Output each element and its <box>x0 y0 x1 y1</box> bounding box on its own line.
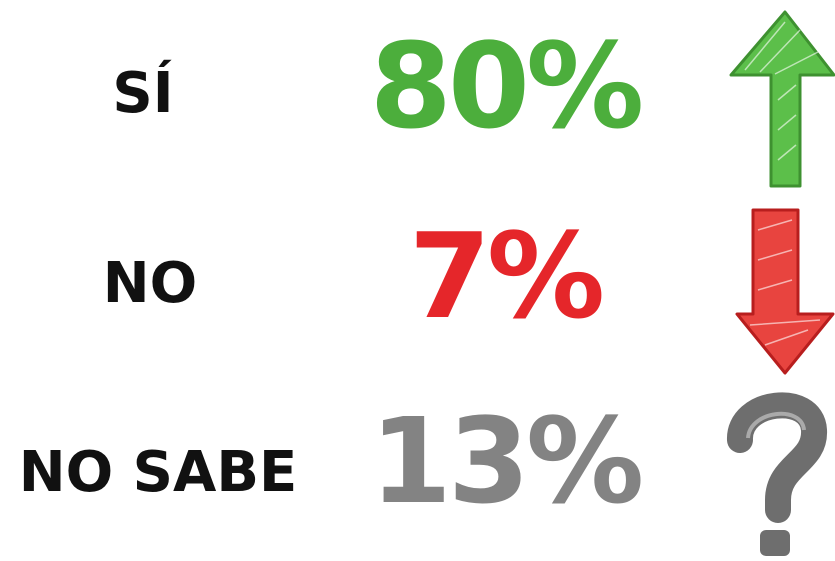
row-value: 80% <box>370 17 641 155</box>
row-value: 13% <box>370 392 641 530</box>
question-icon <box>727 392 827 556</box>
row-value: 7% <box>409 207 602 345</box>
down-arrow-icon <box>735 208 835 375</box>
row-label: SÍ <box>112 60 173 126</box>
up-arrow-icon <box>729 10 835 188</box>
row-label: NO SABE <box>19 440 298 505</box>
row-label: NO <box>103 251 197 316</box>
